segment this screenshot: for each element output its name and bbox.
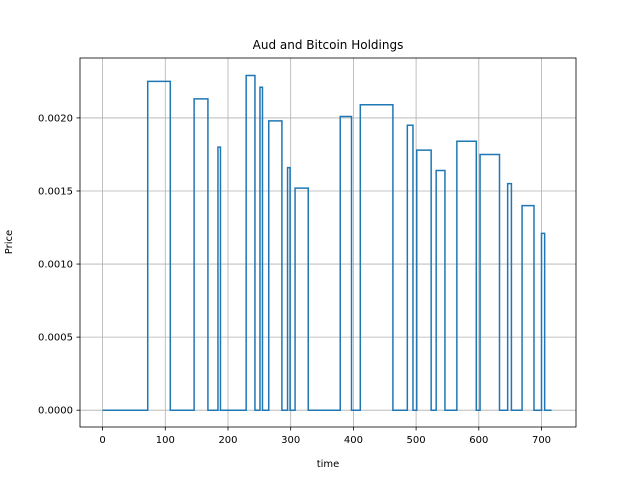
x-tick-label: 700 bbox=[532, 435, 551, 446]
y-axis-label: Price bbox=[4, 230, 15, 254]
x-tick-label: 500 bbox=[407, 435, 426, 446]
y-tick-label: 0.0020 bbox=[38, 113, 73, 124]
chart-title: Aud and Bitcoin Holdings bbox=[253, 38, 404, 52]
x-axis: 0 100 200 300 400 500 600 700 bbox=[99, 427, 551, 446]
y-tick-label: 0.0010 bbox=[38, 260, 73, 271]
series-line bbox=[102, 74, 552, 411]
x-tick-label: 400 bbox=[344, 435, 363, 446]
y-axis: 0.0000 0.0005 0.0010 0.0015 0.0020 bbox=[38, 113, 80, 417]
x-axis-label: time bbox=[317, 459, 340, 470]
x-tick-label: 200 bbox=[218, 435, 237, 446]
y-tick-label: 0.0005 bbox=[38, 333, 73, 344]
x-tick-label: 300 bbox=[281, 435, 300, 446]
y-tick-label: 0.0000 bbox=[38, 406, 73, 417]
x-tick-label: 0 bbox=[99, 435, 105, 446]
plot-frame bbox=[79, 57, 577, 428]
y-tick-label: 0.0015 bbox=[38, 186, 73, 197]
x-tick-label: 100 bbox=[156, 435, 175, 446]
grid bbox=[80, 58, 576, 427]
x-tick-label: 600 bbox=[469, 435, 488, 446]
